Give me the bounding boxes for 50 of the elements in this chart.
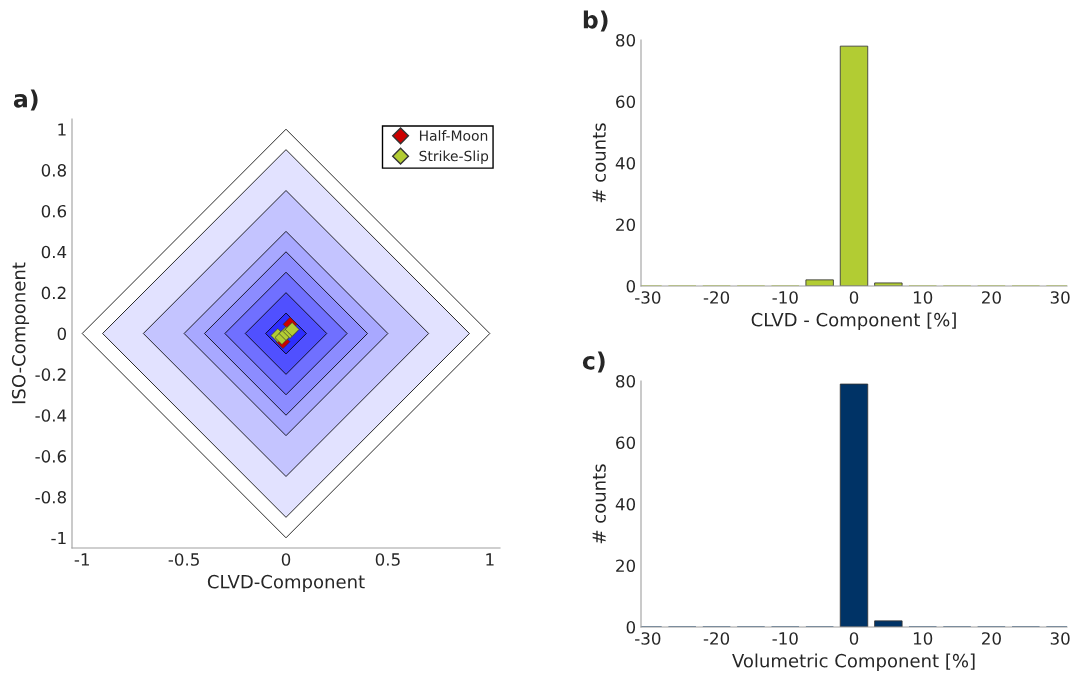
x-tick-label: 0 (849, 291, 859, 304)
y-tick-label: 0 (626, 620, 636, 634)
x-tick-label: 0 (849, 632, 859, 645)
y-tick-label: -0.4 (35, 409, 67, 422)
x-tick-label: 10 (913, 632, 933, 645)
y-tick-label: 20 (616, 218, 636, 232)
y-tick-label: 80 (616, 33, 636, 47)
x-tick-label: -10 (772, 291, 798, 304)
y-tick-label: 1 (58, 123, 66, 136)
x-tick-label: 0.5 (375, 553, 400, 566)
y-tick-label: 0 (626, 279, 636, 293)
y-tick-label: 60 (616, 95, 636, 109)
y-tick-label: 0.4 (41, 245, 67, 259)
x-tick-label: 10 (913, 291, 933, 304)
x-tick-label: -30 (635, 291, 661, 304)
legend-label: Half-Moon (419, 130, 488, 141)
legend-label: Strike-Slip (419, 150, 489, 164)
x-tick-label: -10 (772, 632, 798, 645)
x-tick-label: -20 (703, 291, 730, 304)
y-tick-label: -1 (51, 531, 66, 545)
chart-title: c) (582, 351, 605, 373)
y-axis-title: ISO-Component (11, 262, 30, 404)
x-tick-label: -1 (74, 553, 89, 566)
y-tick-label: -0.8 (35, 490, 66, 504)
y-axis-title: # counts (592, 464, 606, 544)
x-axis-title: Volumetric Component [%] (732, 653, 975, 672)
y-tick-label: 40 (615, 156, 636, 170)
x-tick-label: 30 (1050, 632, 1070, 645)
x-tick-label: -0.5 (168, 553, 199, 566)
y-tick-label: 40 (615, 497, 636, 511)
y-tick-label: 0.6 (41, 204, 67, 218)
y-tick-label: 0 (57, 327, 67, 341)
y-tick-label: -0.2 (35, 368, 66, 381)
y-tick-label: 60 (616, 436, 636, 450)
y-tick-label: 0.2 (41, 286, 66, 300)
x-tick-label: 1 (486, 553, 494, 566)
y-tick-label: 80 (616, 374, 636, 388)
x-tick-label: 20 (982, 632, 1001, 645)
x-tick-label: 0 (281, 553, 291, 566)
x-tick-label: 20 (982, 291, 1001, 304)
chart-title: b) (583, 10, 608, 32)
x-axis-title: CLVD-Component (207, 574, 365, 593)
y-tick-label: -0.6 (35, 450, 67, 463)
chart-title: a) (13, 89, 38, 111)
x-axis-title: CLVD - Component [%] (751, 312, 956, 331)
y-axis-title: # counts (592, 123, 606, 203)
x-tick-label: -20 (703, 632, 730, 645)
x-tick-label: -30 (635, 632, 661, 645)
y-tick-label: 0.8 (41, 164, 66, 177)
x-tick-label: 30 (1050, 291, 1070, 304)
